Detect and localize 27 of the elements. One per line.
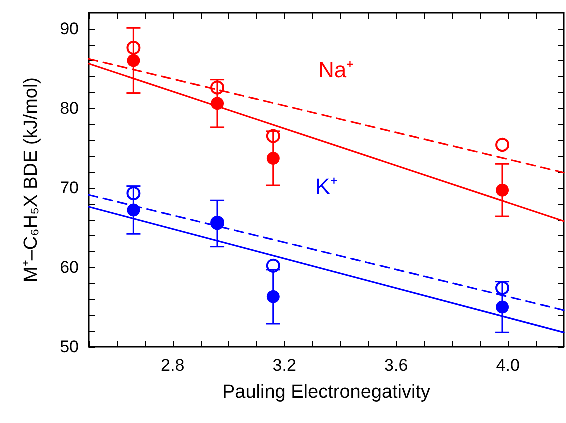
point	[266, 290, 280, 304]
y-tick-label: 70	[60, 178, 79, 198]
point	[496, 281, 510, 296]
annotation: K⁺	[316, 174, 338, 200]
y-tick-label: 50	[60, 338, 79, 356]
y-axis-title: M⁺–C₆H₅X BDE (kJ/mol)	[21, 78, 42, 282]
x-tick-label: 4.0	[496, 356, 520, 375]
point	[211, 97, 224, 110]
point	[126, 40, 141, 55]
x-tick-label: 2.8	[161, 356, 185, 375]
point	[496, 300, 510, 314]
point	[266, 258, 280, 273]
y-tick-label: 90	[60, 19, 79, 38]
x-axis-title: Pauling Electronegativity	[222, 382, 432, 403]
point	[266, 129, 280, 144]
y-tick-label: 80	[60, 98, 79, 118]
annotation: Na⁺	[318, 57, 354, 82]
point	[496, 184, 510, 197]
point	[210, 80, 225, 95]
x-tick-label: 3.2	[272, 356, 296, 375]
y-tick-label: 60	[60, 258, 79, 277]
point	[127, 54, 140, 68]
point	[266, 152, 280, 166]
x-tick-label: 3.6	[384, 356, 408, 375]
point	[127, 204, 140, 217]
point	[126, 186, 141, 201]
point	[496, 138, 510, 152]
